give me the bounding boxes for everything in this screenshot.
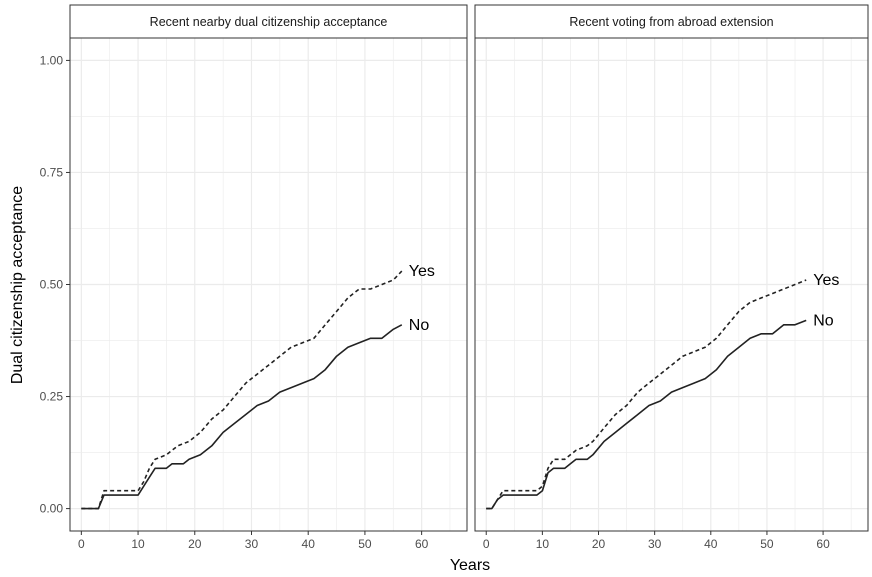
facet-panel-2: Recent voting from abroad extension Yes No…	[474, 4, 869, 551]
x-tick-label: 30	[648, 537, 662, 551]
facet-strip	[474, 4, 869, 39]
y-tick-label: 0.75	[40, 165, 64, 179]
facet-strip-title: Recent nearby dual citizenship acceptanc…	[150, 15, 388, 29]
y-axis-title: Dual citizenship acceptance	[9, 186, 26, 384]
series-label-no: No	[813, 312, 834, 329]
y-tick-label: 0.00	[40, 502, 64, 516]
x-tick-label: 50	[358, 537, 372, 551]
series-line-yes	[486, 279, 807, 510]
x-tick-label: 60	[415, 537, 429, 551]
x-tick-label: 60	[816, 537, 830, 551]
x-tick-label: 10	[536, 537, 550, 551]
x-tick-label: 30	[245, 537, 259, 551]
x-tick-label: 0	[483, 537, 490, 551]
y-tick-label: 0.50	[40, 278, 64, 292]
series-line-no	[486, 319, 807, 510]
x-tick-label: 20	[592, 537, 606, 551]
facet-panel-1: Recent nearby dual citizenship acceptanc…	[40, 4, 468, 551]
panel-border	[474, 37, 869, 532]
x-tick-label: 40	[302, 537, 316, 551]
x-tick-label: 20	[188, 537, 202, 551]
x-axis-title: Years	[450, 557, 490, 574]
series-line-yes	[81, 270, 403, 510]
x-tick-label: 0	[78, 537, 85, 551]
series-label-yes: Yes	[813, 272, 839, 289]
series-label-no: No	[409, 317, 430, 334]
y-tick-label: 1.00	[40, 53, 64, 67]
x-tick-label: 40	[704, 537, 718, 551]
series-line-no	[81, 324, 403, 510]
panels: Recent nearby dual citizenship acceptanc…	[40, 4, 869, 551]
x-tick-label: 50	[760, 537, 774, 551]
x-tick-label: 10	[131, 537, 145, 551]
facet-strip-title: Recent voting from abroad extension	[569, 15, 773, 29]
y-tick-label: 0.25	[40, 390, 64, 404]
series-label-yes: Yes	[409, 263, 435, 280]
